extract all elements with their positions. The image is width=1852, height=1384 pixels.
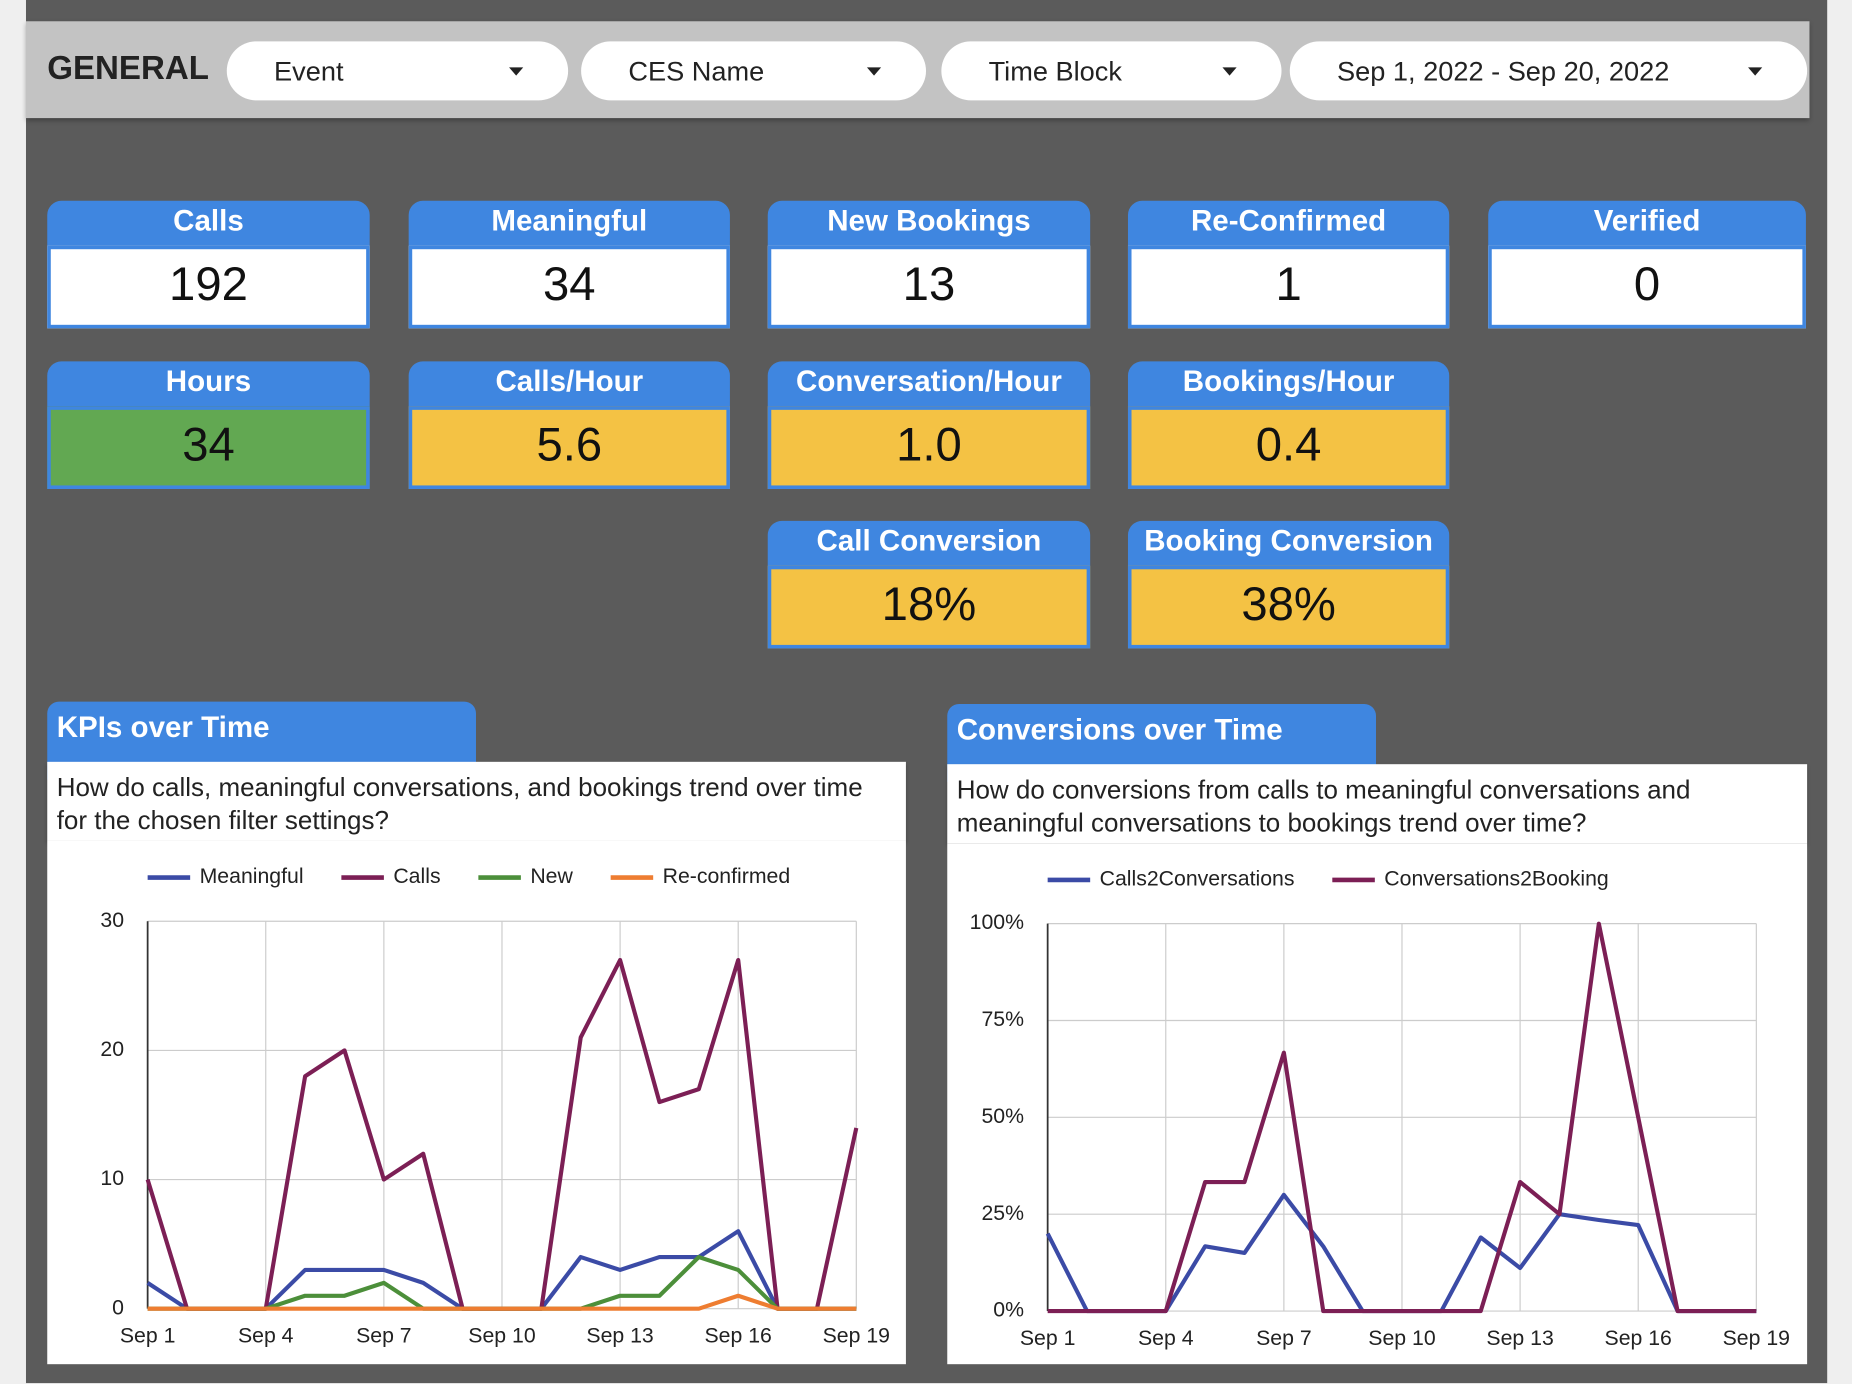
- legend-label: Meaningful: [200, 864, 304, 888]
- kpi-card: Bookings/Hour 0.4: [1127, 361, 1450, 489]
- series-line: [1047, 921, 1757, 1314]
- legend-label: Conversations2Booking: [1384, 867, 1608, 891]
- filter-dropdown[interactable]: Sep 1, 2022 - Sep 20, 2022: [1289, 41, 1808, 101]
- y-tick-label: 50%: [981, 1104, 1024, 1128]
- x-tick-label: Sep 10: [1368, 1326, 1435, 1350]
- x-tick-label: Sep 1: [1020, 1326, 1076, 1350]
- filter-dropdown[interactable]: Time Block: [941, 41, 1282, 101]
- series-line: [147, 1293, 857, 1311]
- kpi-card: Meaningful 34: [408, 200, 730, 329]
- kpi-value: 34: [408, 245, 730, 329]
- x-tick-label: Sep 1: [120, 1324, 176, 1348]
- x-tick-label: Sep 4: [1138, 1326, 1194, 1350]
- kpi-label: Conversation/Hour: [767, 361, 1091, 407]
- kpi-value: 192: [47, 245, 370, 329]
- kpi-label: Verified: [1488, 200, 1806, 246]
- kpi-card: New Bookings 13: [767, 200, 1091, 329]
- kpi-label: Call Conversion: [767, 520, 1091, 566]
- y-tick-label: 0: [112, 1295, 124, 1319]
- chart-subtitle: How do conversions from calls to meaning…: [947, 764, 1808, 844]
- y-tick-label: 25%: [981, 1201, 1024, 1225]
- kpi-card: Re-Confirmed 1: [1127, 200, 1450, 329]
- kpi-value: 0: [1488, 245, 1806, 329]
- y-tick-label: 20: [100, 1037, 124, 1061]
- y-tick-label: 0%: [993, 1298, 1024, 1322]
- x-tick-label: Sep 16: [705, 1324, 772, 1348]
- kpi-label: Meaningful: [408, 200, 730, 246]
- x-tick-label: Sep 10: [468, 1324, 535, 1348]
- legend-label: Calls: [393, 864, 440, 888]
- chart: 0 10 20 30 Sep 1 Sep 4 Sep 7 Sep 10 Sep 13 Sep 16…: [47, 840, 906, 1365]
- kpi-card: Calls 192: [47, 200, 370, 329]
- kpi-card: Booking Conversion 38%: [1127, 520, 1450, 649]
- kpi-label: Calls: [47, 200, 370, 246]
- filter-dropdown[interactable]: Event: [226, 41, 569, 101]
- x-tick-label: Sep 7: [356, 1324, 412, 1348]
- kpi-card: Calls/Hour 5.6: [408, 361, 730, 489]
- dropdown-caret: [1748, 67, 1763, 76]
- legend-label: New: [530, 864, 573, 888]
- kpi-card: Verified 0: [1488, 200, 1806, 329]
- filter-dropdown[interactable]: CES Name: [581, 41, 926, 101]
- kpi-label: Booking Conversion: [1127, 520, 1450, 566]
- x-tick-label: Sep 13: [586, 1324, 653, 1348]
- kpi-value: 5.6: [408, 406, 730, 489]
- x-tick-label: Sep 7: [1256, 1326, 1312, 1350]
- y-tick-label: 100%: [970, 910, 1024, 934]
- kpi-value: 0.4: [1127, 406, 1450, 489]
- dropdown-caret: [866, 67, 882, 76]
- kpi-card: Hours 34: [47, 361, 370, 489]
- dropdown-caret: [509, 67, 524, 76]
- y-tick-label: 10: [100, 1166, 124, 1190]
- kpi-value: 1.0: [767, 406, 1091, 489]
- x-tick-label: Sep 16: [1605, 1326, 1672, 1350]
- kpi-label: New Bookings: [767, 200, 1091, 246]
- kpi-value: 34: [47, 406, 370, 489]
- kpi-value: 1: [1127, 245, 1450, 329]
- kpi-label: Re-Confirmed: [1127, 200, 1450, 246]
- x-tick-label: Sep 19: [1723, 1326, 1790, 1350]
- kpi-value: 13: [767, 245, 1091, 329]
- x-tick-label: Sep 4: [238, 1324, 294, 1348]
- kpi-card: Call Conversion 18%: [767, 520, 1091, 649]
- kpi-label: Hours: [47, 361, 370, 407]
- dropdown-caret: [1222, 67, 1237, 76]
- kpi-label: Bookings/Hour: [1127, 361, 1450, 407]
- y-tick-label: 75%: [981, 1007, 1024, 1031]
- x-tick-label: Sep 19: [823, 1324, 890, 1348]
- legend-label: Calls2Conversations: [1100, 867, 1295, 891]
- kpi-label: Calls/Hour: [408, 361, 730, 407]
- header-title: GENERAL: [47, 49, 209, 87]
- chart: 0% 25% 50% 75% 100% Sep 1 Sep 4 Sep 7 Sep 10 Sep …: [947, 843, 1808, 1365]
- kpi-value: 38%: [1127, 565, 1450, 649]
- y-tick-label: 30: [100, 908, 124, 932]
- kpi-value: 18%: [767, 565, 1091, 649]
- chart-subtitle: How do calls, meaningful conversations, …: [47, 761, 906, 841]
- kpi-card: Conversation/Hour 1.0: [767, 361, 1091, 489]
- x-tick-label: Sep 13: [1486, 1326, 1553, 1350]
- legend-label: Re-confirmed: [663, 864, 791, 888]
